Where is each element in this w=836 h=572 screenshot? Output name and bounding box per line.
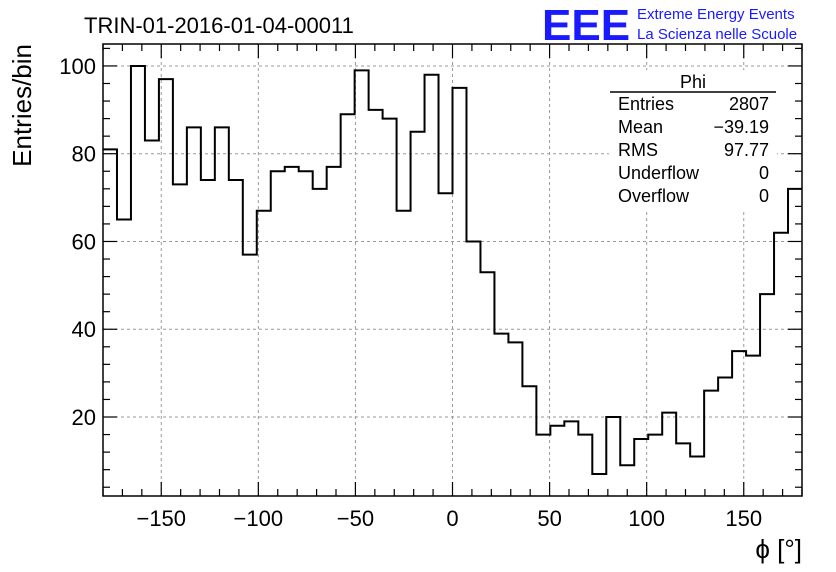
x-tick-label: 150 [725,506,762,531]
x-tick-label: −150 [136,506,186,531]
stats-row-label: Underflow [618,163,700,183]
y-tick-label: 80 [72,142,96,167]
x-tick-label: 0 [446,506,458,531]
stats-row-value: −39.19 [713,117,769,137]
axis-ticks [102,44,803,496]
x-tick-label: 50 [537,506,561,531]
stats-row-label: Overflow [618,186,690,206]
x-tick-label: −100 [234,506,284,531]
logo-letters: EEE [542,1,630,50]
stats-row-value: 2807 [729,94,769,114]
y-tick-label: 40 [72,317,96,342]
y-axis-label: Entries/bin [7,44,37,167]
y-tick-label: 100 [59,54,96,79]
stats-row-value: 97.77 [724,140,769,160]
tick-labels: −150 −100 −50 0 50 100 150 20 40 60 80 100 [59,54,762,531]
x-tick-label: −50 [337,506,374,531]
stats-title: Phi [680,72,706,92]
stats-row-label: RMS [618,140,658,160]
y-tick-label: 60 [72,229,96,254]
y-tick-label: 20 [72,405,96,430]
stats-row-label: Entries [618,94,674,114]
stats-row-label: Mean [618,117,663,137]
eee-logo: EEE Extreme Energy Events La Scienza nel… [542,1,797,50]
x-axis-label: ϕ [°] [755,534,802,564]
x-tick-label: 100 [628,506,665,531]
stats-row-value: 0 [759,163,769,183]
run-title: TRIN-01-2016-01-04-00011 [84,13,354,38]
logo-line2: La Scienza nelle Scuole [637,26,797,43]
plot-frame [102,43,803,497]
stats-row-value: 0 [759,186,769,206]
histogram-line [103,64,802,476]
logo-line1: Extreme Energy Events [637,6,795,23]
stats-box: Phi Entries 2807 Mean −39.19 RMS 97.77 Underfl… [609,70,777,210]
